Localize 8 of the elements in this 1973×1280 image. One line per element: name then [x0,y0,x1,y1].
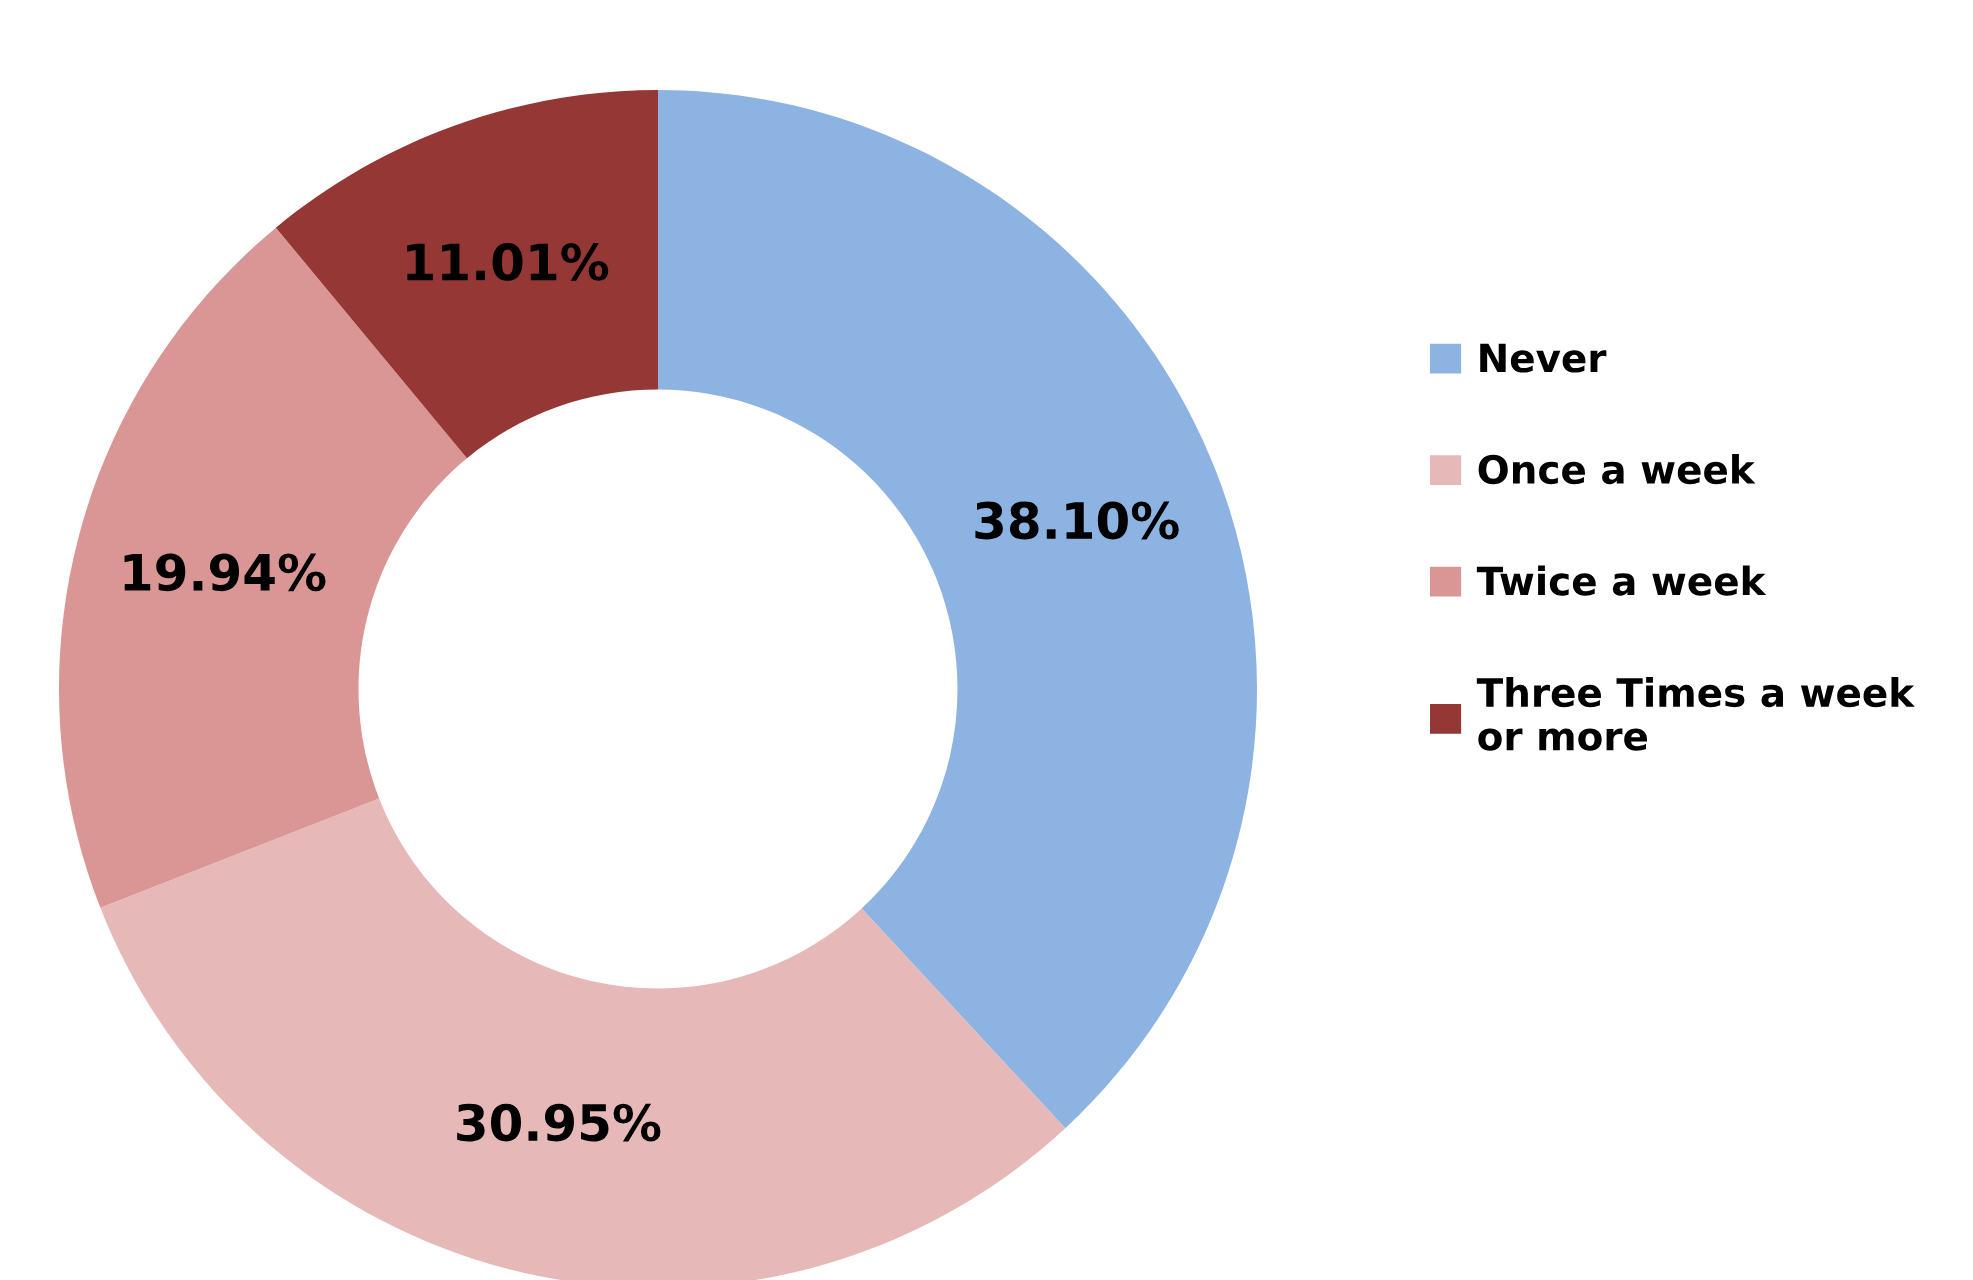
legend-label: Never [1480,343,1607,373]
data-label: 38.10% [975,501,1179,540]
data-label: 19.94% [124,553,326,592]
data-label: 30.95% [457,1103,661,1142]
legend-label: Once a week [1478,454,1756,485]
legend-label: Three Times a week or more [1476,677,1915,751]
data-label: 11.01% [407,243,609,281]
legend-label: Twice a week [1476,565,1767,596]
